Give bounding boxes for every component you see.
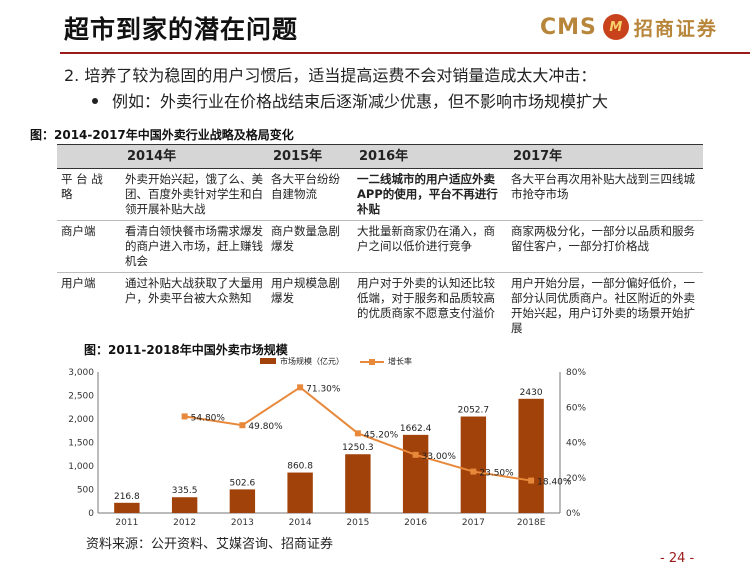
table-cell: 各大平台再次用补贴大战到三四线城市抢夺市场 xyxy=(507,168,703,221)
table-header: 2016年 xyxy=(353,144,507,169)
line-data-label: 23.50% xyxy=(479,469,514,479)
bar xyxy=(460,416,487,513)
table-row: 用户端 通过补贴大战获取了大量用户，外卖平台被大众熟知 用户规模急剧爆发 用户对… xyxy=(57,273,703,340)
y-tick-label-left: 1,500 xyxy=(68,439,94,449)
bar-data-label: 2052.7 xyxy=(458,406,490,416)
bar xyxy=(287,472,313,513)
bar-data-label: 1250.3 xyxy=(342,443,374,453)
strategy-table: 2014年 2015年 2016年 2017年 平 台 战 略 外卖开始兴起，饿… xyxy=(57,144,703,339)
table-cell: 通过补贴大战获取了大量用户，外卖平台被大众熟知 xyxy=(125,276,263,305)
table-cell: 一二线城市的用户适应外卖APP的使用，平台不再进行补贴 xyxy=(353,168,507,221)
x-tick-label: 2016 xyxy=(404,518,427,528)
logo-company-name: 招商证券 xyxy=(633,17,718,40)
x-tick-label: 2012 xyxy=(173,518,196,528)
bar xyxy=(229,489,256,513)
y-tick-label-left: 500 xyxy=(77,486,94,496)
logo-mark-icon: M xyxy=(602,14,629,40)
bar-data-label: 1662.4 xyxy=(400,424,432,434)
legend-marker-line xyxy=(369,359,375,365)
y-tick-label-right: 20% xyxy=(566,474,586,484)
line-data-label: 33.00% xyxy=(422,452,457,462)
bullet-text: 例如：外卖行业在价格战结束后逐渐减少优惠，但不影响市场规模扩大 xyxy=(112,92,609,111)
bar-data-label: 860.8 xyxy=(287,462,313,472)
table-row: 商户端 看清白领快餐市场需求爆发的商户进入市场，赶上赚钱机会 商户数量急剧爆发 … xyxy=(57,220,703,273)
bar xyxy=(114,502,140,513)
bar xyxy=(518,398,544,513)
logo-cms-text: CMS xyxy=(540,14,597,40)
bar xyxy=(345,454,371,513)
table-header: 2014年 xyxy=(121,144,267,169)
market-size-chart: 0 500 1,000 1,500 2,000 2,500 3,000 0% 20% 40% 60%… xyxy=(68,356,586,528)
line-point xyxy=(528,477,535,484)
line-data-label: 49.80% xyxy=(248,422,283,432)
table-cell: 用户规模急剧爆发 xyxy=(271,276,340,305)
line-data-label: 18.40% xyxy=(537,478,572,488)
bar xyxy=(402,434,429,513)
row-label: 商户端 xyxy=(57,220,121,273)
row-label: 平 台 战 略 xyxy=(57,168,121,221)
line-point xyxy=(470,468,477,475)
page-number: - 24 - xyxy=(660,551,695,566)
bullet-icon xyxy=(92,97,98,104)
page-title: 超市到家的潜在问题 xyxy=(64,15,299,44)
line-data-label: 71.30% xyxy=(306,384,341,394)
x-tick-label: 2015 xyxy=(346,518,369,528)
bullet-point: 例如：外卖行业在价格战结束后逐渐减少优惠，但不影响市场规模扩大 xyxy=(92,88,608,112)
brand-logo: CMS M 招商证券 xyxy=(540,12,718,42)
table-cell: 用户对于外卖的认知还比较低端，对于服务和品质较高的优质商家不愿意支付溢价 xyxy=(357,276,495,320)
y-tick-label-left: 2,000 xyxy=(68,415,94,425)
y-tick-label-right: 40% xyxy=(566,439,586,449)
line-point xyxy=(354,430,361,437)
table-cell: 大批量新商家仍在涌入，商户之间以低价进行竞争 xyxy=(353,220,507,273)
y-tick-label-right: 0% xyxy=(566,509,581,519)
line-point xyxy=(297,384,304,391)
line-point xyxy=(181,413,188,420)
table-header: 2017年 xyxy=(507,144,703,169)
table-cell: 商户数量急剧爆发 xyxy=(267,220,353,273)
x-tick-label: 2017 xyxy=(462,518,485,528)
chart-caption: 图：2011-2018年中国外卖市场规模 xyxy=(84,343,288,357)
y-tick-label-left: 2,500 xyxy=(68,392,94,402)
line-data-label: 45.20% xyxy=(364,430,399,440)
legend-swatch-bars xyxy=(260,358,276,364)
x-tick-label: 2011 xyxy=(115,518,138,528)
bar-data-label: 502.6 xyxy=(229,478,255,488)
x-tick-label: 2018E xyxy=(517,518,546,528)
table-header: 2015年 xyxy=(267,144,353,169)
x-tick-label: 2013 xyxy=(231,518,254,528)
y-tick-label-left: 0 xyxy=(88,509,94,519)
legend-label-bars: 市场规模（亿元） xyxy=(280,356,344,366)
table-header-row: 2014年 2015年 2016年 2017年 xyxy=(57,144,703,169)
table-cell: 外卖开始兴起，饿了么、美团、百度外卖针对学生和白领开展补贴大战 xyxy=(121,168,267,221)
line-data-label: 54.80% xyxy=(191,413,226,423)
bar xyxy=(171,497,198,513)
table-header xyxy=(57,144,121,169)
x-tick-label: 2014 xyxy=(289,518,312,528)
bar-data-label: 2430 xyxy=(520,388,543,398)
table-cell: 用户开始分层，一部分偏好低价，一部分认同优质商户。社区附近的外卖开始兴起，用户订… xyxy=(511,276,695,335)
row-label: 用户端 xyxy=(61,276,96,290)
table-cell: 商家两极分化，一部分以品质和服务留住客户，一部分打价格战 xyxy=(507,220,703,273)
y-tick-label-right: 80% xyxy=(566,368,586,378)
table-row: 平 台 战 略 外卖开始兴起，饿了么、美团、百度外卖针对学生和白领开展补贴大战 … xyxy=(57,168,703,221)
line-point xyxy=(239,422,246,429)
y-tick-label-left: 1,000 xyxy=(68,462,94,472)
numbered-point: 2. 培养了较为稳固的用户习惯后，适当提高运费不会对销量造成太大冲击： xyxy=(64,66,597,85)
table-caption: 图：2014-2017年中国外卖行业战略及格局变化 xyxy=(30,128,294,142)
title-rule xyxy=(60,52,750,54)
table-cell: 看清白领快餐市场需求爆发的商户进入市场，赶上赚钱机会 xyxy=(121,220,267,273)
legend-label-line: 增长率 xyxy=(388,356,412,366)
y-tick-label-right: 60% xyxy=(566,403,586,413)
source-note: 资料来源：公开资料、艾媒咨询、招商证券 xyxy=(86,537,334,552)
bar-data-label: 216.8 xyxy=(114,492,140,502)
line-point xyxy=(412,451,419,458)
bar-data-label: 335.5 xyxy=(172,486,198,496)
y-tick-label-left: 3,000 xyxy=(68,368,94,378)
table-cell: 各大平台纷纷自建物流 xyxy=(267,168,353,221)
